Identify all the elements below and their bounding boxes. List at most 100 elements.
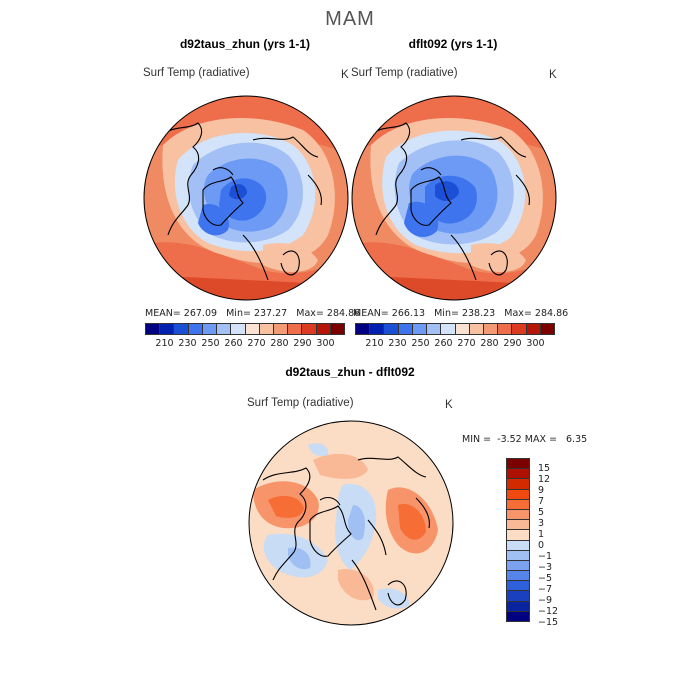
diff-colorbar-swatch xyxy=(507,509,529,521)
diff-colorbar-swatch xyxy=(507,601,529,612)
left-colorbar-swatch xyxy=(330,324,345,334)
diff-colorbar-tick: −15 xyxy=(538,617,559,628)
right-map-field-label: Surf Temp (radiative) xyxy=(351,67,458,79)
diff-colorbar-tick: −7 xyxy=(538,584,553,595)
right-colorbar-tick: 230 xyxy=(388,338,407,349)
left-colorbar-swatch xyxy=(146,324,161,334)
diff-map-title: d92taus_zhun - dflt092 xyxy=(285,365,415,379)
right-colorbar-swatch xyxy=(384,324,399,334)
right-colorbar-tick: 280 xyxy=(480,338,499,349)
diff-colorbar-tick: 7 xyxy=(538,496,545,507)
diff-colorbar-swatch xyxy=(507,581,529,592)
diff-colorbar-swatch xyxy=(507,469,529,480)
left-colorbar-tick: 300 xyxy=(316,338,335,349)
diff-colorbar-swatch xyxy=(507,520,529,531)
left-min-value: 237.27 xyxy=(253,308,288,319)
season-title: MAM xyxy=(325,8,375,30)
left-polar-map xyxy=(143,95,349,301)
left-colorbar: 210 230 250 260 270 280 290 300 xyxy=(145,323,345,349)
left-mean-label: MEAN= xyxy=(145,308,181,319)
diff-colorbar-tick: −1 xyxy=(538,551,553,562)
left-colorbar-swatch xyxy=(316,324,331,334)
left-map-title: d92taus_zhun (yrs 1-1) xyxy=(179,37,311,51)
right-colorbar-swatch xyxy=(526,324,541,334)
diff-colorbar-swatch xyxy=(507,530,529,541)
diff-map-field-label: Surf Temp (radiative) xyxy=(247,397,354,409)
left-colorbar-tick: 250 xyxy=(201,338,220,349)
left-colorbar-swatch xyxy=(245,324,260,334)
right-max-label: Max= xyxy=(504,308,532,319)
left-colorbar-tick: 290 xyxy=(293,338,312,349)
diff-colorbar-swatch xyxy=(507,499,529,510)
diff-colorbar-tick: −5 xyxy=(538,573,553,584)
diff-colorbar-tick: 0 xyxy=(538,540,545,551)
diff-colorbar-tick: 3 xyxy=(538,518,545,529)
diff-polar-map xyxy=(248,420,454,626)
left-colorbar-tick: 210 xyxy=(155,338,174,349)
left-max-value: 284.86 xyxy=(326,308,361,319)
right-map-stats: MEAN= 266.13 Min= 238.23 Max= 284.86 xyxy=(353,308,568,319)
right-colorbar-swatch xyxy=(540,324,555,334)
left-max-label: Max= xyxy=(296,308,324,319)
diff-min-value: -3.52 xyxy=(497,434,522,445)
diff-colorbar-tick: 9 xyxy=(538,485,545,496)
left-colorbar-tick: 230 xyxy=(178,338,197,349)
diff-max-value: 6.35 xyxy=(566,434,588,445)
diff-max-label: MAX = xyxy=(524,434,557,445)
right-mean-label: MEAN= xyxy=(353,308,389,319)
left-map-field-label: Surf Temp (radiative) xyxy=(143,67,250,79)
diff-colorbar-tick: 1 xyxy=(538,529,545,540)
diff-colorbar-swatch xyxy=(507,571,529,582)
diff-colorbar-tick: −3 xyxy=(538,562,553,573)
diff-colorbar-tick: 12 xyxy=(538,474,551,485)
diff-colorbar-tick: 15 xyxy=(538,463,551,474)
diff-colorbar-swatch xyxy=(507,560,529,572)
diff-colorbar-tick: 5 xyxy=(538,507,545,518)
right-colorbar-tick: 260 xyxy=(434,338,453,349)
right-colorbar-swatch xyxy=(512,324,527,334)
diff-colorbar-swatch xyxy=(507,591,529,602)
right-colorbar-swatch xyxy=(370,324,385,334)
right-colorbar-tick: 210 xyxy=(365,338,384,349)
right-colorbar-swatch xyxy=(427,324,442,334)
right-colorbar-tick: 250 xyxy=(411,338,430,349)
right-map-unit: K xyxy=(549,69,557,81)
right-colorbar-swatch xyxy=(412,324,428,334)
diff-map-unit: K xyxy=(445,399,453,411)
right-colorbar-swatch xyxy=(469,324,484,334)
right-colorbar-swatch xyxy=(483,324,499,334)
diff-colorbar-swatch xyxy=(507,611,529,621)
diff-colorbar-swatch xyxy=(507,479,529,490)
diff-colorbar-swatch xyxy=(507,540,529,551)
diff-colorbar-swatch xyxy=(507,459,529,470)
diff-colorbar: 15 12 9 7 5 3 1 0 −1 −3 −5 −7 −9 −12 −15 xyxy=(506,458,559,628)
left-colorbar-tick: 260 xyxy=(224,338,243,349)
left-colorbar-tick: 270 xyxy=(247,338,266,349)
left-colorbar-swatch xyxy=(188,324,203,334)
diff-min-label: MIN = xyxy=(462,434,492,445)
right-colorbar-swatch xyxy=(498,324,513,334)
right-mean-value: 266.13 xyxy=(391,308,426,319)
right-colorbar-tick: 290 xyxy=(503,338,522,349)
left-map-unit: K xyxy=(341,69,349,81)
left-colorbar-swatch xyxy=(160,324,175,334)
right-max-value: 284.86 xyxy=(534,308,569,319)
left-colorbar-swatch xyxy=(273,324,289,334)
left-mean-value: 267.09 xyxy=(183,308,218,319)
left-colorbar-swatch xyxy=(231,324,246,334)
diff-colorbar-swatch xyxy=(507,550,529,561)
right-colorbar-tick: 270 xyxy=(457,338,476,349)
diff-colorbar-swatch xyxy=(507,489,529,500)
diff-colorbar-tick: −9 xyxy=(538,595,553,606)
left-colorbar-swatch xyxy=(202,324,218,334)
left-colorbar-swatch xyxy=(259,324,274,334)
right-colorbar: 210 230 250 260 270 280 290 300 xyxy=(355,323,555,349)
right-min-value: 238.23 xyxy=(461,308,496,319)
right-polar-map xyxy=(351,95,557,301)
right-map-title: dflt092 (yrs 1-1) xyxy=(408,37,498,51)
diff-colorbar-tick: −12 xyxy=(538,606,559,617)
left-map-stats: MEAN= 267.09 Min= 237.27 Max= 284.86 xyxy=(145,308,360,319)
right-colorbar-swatch xyxy=(455,324,470,334)
right-colorbar-tick: 300 xyxy=(526,338,545,349)
right-colorbar-swatch xyxy=(441,324,456,334)
